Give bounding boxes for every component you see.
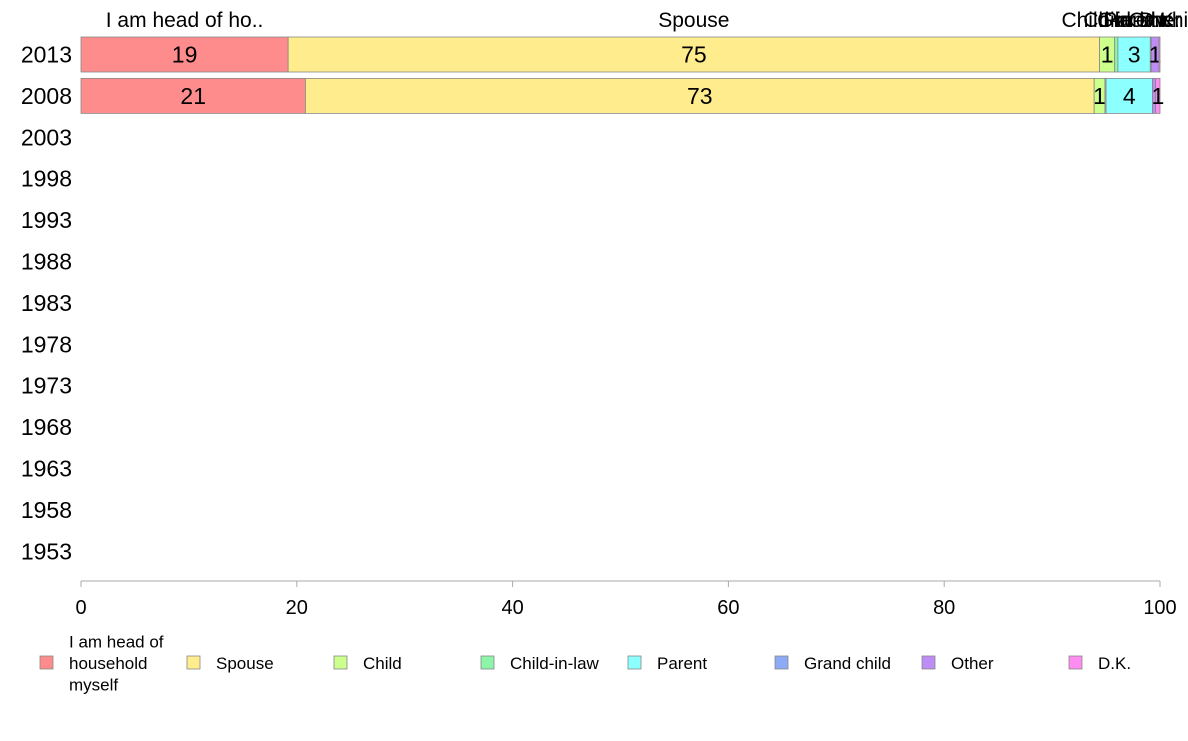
legend-swatch-5 (774, 655, 789, 670)
y-label-1958: 1958 (21, 497, 72, 523)
legend-label-6-0: Other (951, 654, 994, 673)
data-label-2013-0: 19 (172, 42, 198, 68)
bar-2013-3 (1114, 36, 1119, 73)
x-tick-label-40: 40 (501, 597, 523, 619)
bar-2008-7 (1155, 78, 1161, 114)
legend-swatch-7 (1068, 655, 1083, 670)
x-tick-label-100: 100 (1143, 597, 1176, 619)
bar-2008-1 (305, 78, 1095, 114)
y-label-1983: 1983 (21, 290, 72, 316)
data-label-2013-6: 1 (1149, 42, 1162, 68)
bar-2013-4 (1117, 36, 1151, 73)
bars: 19 75 1 3 1 21 73 1 4 1 (80, 36, 1164, 114)
top-category-labels: I am head of ho.. Spouse ChildChild-in-law… (106, 9, 1188, 32)
legend: I am head of household myself Spouse Child Ch… (39, 633, 1131, 695)
legend-label-1-0: Spouse (216, 654, 274, 673)
bar-2013-1 (287, 36, 1100, 73)
data-label-2008-1: 73 (687, 83, 713, 109)
top-label-3: Child-in-law (1061, 9, 1172, 32)
y-axis-labels: 2013 2008 2003 1998 1993 1988 1983 1978 1973 1968… (21, 42, 72, 565)
legend-label-4-0: Parent (657, 654, 707, 673)
top-label-0: I am head of ho.. (106, 9, 264, 32)
legend-swatch-6 (921, 655, 936, 670)
x-tick-label-60: 60 (717, 597, 739, 619)
y-label-2003: 2003 (21, 124, 72, 150)
legend-label-0-2: myself (69, 676, 118, 695)
x-tick-label-0: 0 (75, 597, 86, 619)
legend-swatch-0 (39, 655, 54, 670)
y-label-1993: 1993 (21, 207, 72, 233)
legend-label-7-0: D.K. (1098, 654, 1131, 673)
top-label-1: Spouse (658, 9, 729, 32)
y-label-1963: 1963 (21, 456, 72, 482)
top-label-6: Other (1129, 9, 1182, 32)
legend-label-0-0: I am head of (69, 633, 164, 652)
legend-swatch-1 (186, 655, 201, 670)
y-label-1978: 1978 (21, 331, 72, 357)
data-label-2008-4: 4 (1123, 83, 1136, 109)
top-label-4: Parent (1103, 9, 1165, 32)
legend-swatch-4 (627, 655, 642, 670)
data-label-2008-7: 1 (1151, 83, 1164, 109)
y-label-1953: 1953 (21, 538, 72, 564)
y-label-2008: 2008 (21, 83, 72, 109)
data-label-2008-2: 1 (1093, 83, 1106, 109)
legend-label-0-1: household (69, 654, 147, 673)
legend-label-5-0: Grand child (804, 654, 891, 673)
x-axis: 0 20 40 60 80 100 (75, 580, 1177, 619)
top-label-7: D.K. (1139, 9, 1180, 32)
data-label-2013-4: 3 (1128, 42, 1141, 68)
y-label-2013: 2013 (21, 42, 72, 68)
bar-2013-0 (80, 36, 289, 73)
top-label-2: Child (1083, 9, 1131, 32)
bar-2008-0 (80, 78, 306, 114)
bar-2013-7 (1158, 36, 1161, 73)
x-tick-label-20: 20 (286, 597, 308, 619)
y-label-1968: 1968 (21, 414, 72, 440)
x-tick-label-80: 80 (933, 597, 955, 619)
y-label-1973: 1973 (21, 373, 72, 399)
y-label-1988: 1988 (21, 249, 72, 275)
data-label-2013-1: 75 (681, 42, 707, 68)
legend-swatch-2 (333, 655, 348, 670)
y-label-1998: 1998 (21, 166, 72, 192)
legend-label-2-0: Child (363, 654, 402, 673)
data-label-2008-0: 21 (180, 83, 206, 109)
data-label-2013-2: 1 (1101, 42, 1114, 68)
legend-label-3-0: Child-in-law (510, 654, 600, 673)
legend-swatch-3 (480, 655, 495, 670)
top-label-5: Grand child (1097, 9, 1188, 32)
